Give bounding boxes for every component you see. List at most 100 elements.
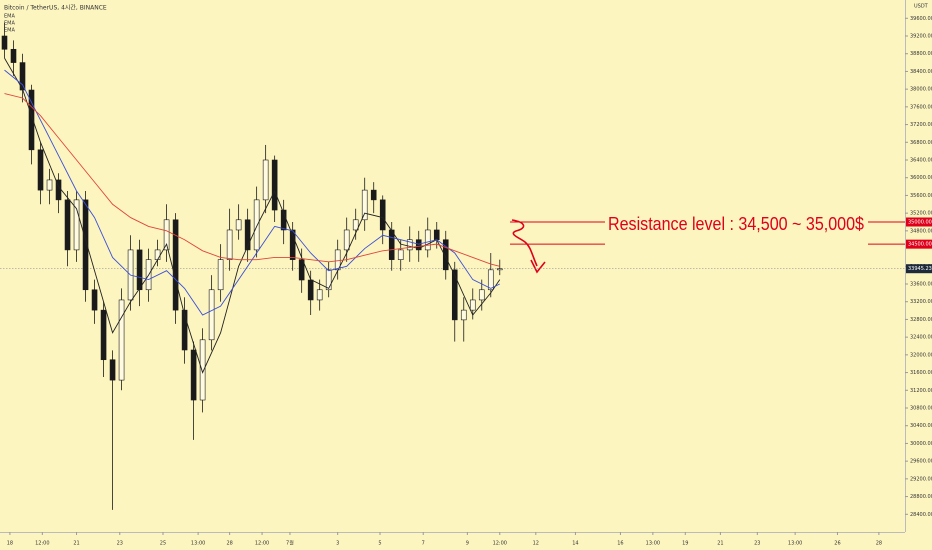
candle-body [208, 289, 215, 341]
candle-body [262, 159, 269, 201]
y-tick-label: 31200.00 [910, 388, 932, 394]
ema-line [4, 69, 500, 316]
y-tick-label: 29200.00 [910, 476, 932, 482]
candle-body [163, 219, 170, 251]
x-tick-label: 12:00 [493, 541, 507, 547]
y-tick-label: 28800.00 [910, 494, 932, 500]
x-tick-label: 23 [754, 541, 760, 547]
candle-body [118, 299, 125, 381]
candle-body [379, 199, 386, 231]
price-label: 33945.23 [908, 266, 932, 272]
annotation-text: Resistance level : 34,500 ~ 35,000$ [608, 214, 864, 234]
candle-body [28, 89, 35, 151]
arrow [511, 219, 538, 267]
candle-body [190, 349, 197, 401]
y-tick-label: 30000.00 [910, 441, 932, 447]
y-tick-label: 31600.00 [910, 370, 932, 376]
y-tick-label: 33200.00 [910, 299, 932, 305]
candle-body [289, 229, 296, 260]
x-tick-label: 12 [533, 541, 539, 547]
y-tick-label: 32000.00 [910, 352, 932, 358]
candle-body [451, 269, 458, 321]
candle-body [154, 249, 161, 260]
candle-body [469, 299, 476, 311]
candle-body [235, 219, 242, 231]
candle-body [172, 219, 179, 311]
y-tick-label: 39200.00 [910, 34, 932, 40]
x-tick-label: 13:00 [191, 541, 205, 547]
candle-body [496, 268, 503, 271]
y-tick-label: 36400.00 [910, 158, 932, 164]
y-tick-label: 30800.00 [910, 406, 932, 412]
y-tick-label: 29600.00 [910, 459, 932, 465]
candle-body [370, 189, 377, 201]
y-tick-label: 32800.00 [910, 317, 932, 323]
resistance-label-box [906, 239, 932, 249]
chart-title: Bitcoin / TetherUS, 4시간, BINANCE [4, 4, 107, 12]
candle-body [442, 239, 449, 271]
candle-body [64, 199, 71, 251]
y-tick-label: 39600.00 [910, 16, 932, 22]
candle-body [478, 289, 485, 301]
x-tick-label: 14 [572, 541, 578, 547]
candle-body [271, 159, 278, 211]
candle-body [397, 249, 404, 260]
x-tick-label: 7월 [286, 540, 294, 547]
candle-body [73, 199, 80, 251]
y-tick-label: 28400.00 [910, 512, 932, 518]
x-tick-label: 18 [7, 541, 13, 547]
y-tick-label: 38000.00 [910, 87, 932, 93]
candle-body [226, 229, 233, 260]
y-tick-label: 36000.00 [910, 175, 932, 181]
candle-body [298, 259, 305, 281]
x-tick-label: 12:00 [35, 541, 49, 547]
candle-body [343, 229, 350, 251]
y-tick-label: 37200.00 [910, 122, 932, 128]
candle-body [388, 229, 395, 260]
x-tick-label: 9 [466, 541, 469, 547]
candle-body [91, 289, 98, 311]
y-tick-label: 33600.00 [910, 282, 932, 288]
candle-body [487, 269, 494, 291]
x-tick-label: 25 [160, 541, 166, 547]
x-tick-label: 19 [682, 541, 688, 547]
candle-body [109, 359, 116, 381]
candle-body [406, 239, 413, 251]
candle-body [460, 309, 467, 321]
x-tick-label: 28 [226, 541, 232, 547]
ema-line [4, 93, 500, 267]
y-tick-label: 38800.00 [910, 51, 932, 57]
legend-label: EMA [4, 28, 15, 34]
candle-body [325, 269, 332, 291]
resistance-label: 34500.00 [908, 242, 932, 248]
candle-body [10, 48, 17, 63]
candle-body [199, 339, 206, 401]
y-tick-label: 36800.00 [910, 140, 932, 146]
x-tick-label: 5 [378, 541, 381, 547]
candle-body [82, 199, 89, 291]
candle-body [136, 249, 143, 291]
x-tick-label: 23 [117, 541, 123, 547]
x-tick-label: 21 [73, 541, 79, 547]
x-tick-label: 28 [876, 541, 882, 547]
candle-body [253, 199, 260, 251]
y-tick-label: 38400.00 [910, 69, 932, 75]
candle-body [244, 219, 251, 251]
x-tick-label: 13:00 [646, 541, 660, 547]
candle-body [415, 239, 422, 251]
candle-body [100, 309, 107, 361]
x-tick-label: 3 [336, 541, 339, 547]
resistance-label-box [906, 217, 932, 227]
candle-body [352, 219, 359, 231]
candle-body [316, 289, 323, 301]
y-tick-label: 34800.00 [910, 228, 932, 234]
candle-body [307, 279, 314, 301]
candle-body [37, 149, 44, 191]
price-label-box [906, 264, 932, 274]
x-tick-label: 16 [617, 541, 623, 547]
y-tick-label: 32400.00 [910, 335, 932, 341]
candle-body [424, 229, 431, 251]
candle-body [1, 35, 8, 50]
resistance-label: 35000.00 [908, 220, 932, 226]
